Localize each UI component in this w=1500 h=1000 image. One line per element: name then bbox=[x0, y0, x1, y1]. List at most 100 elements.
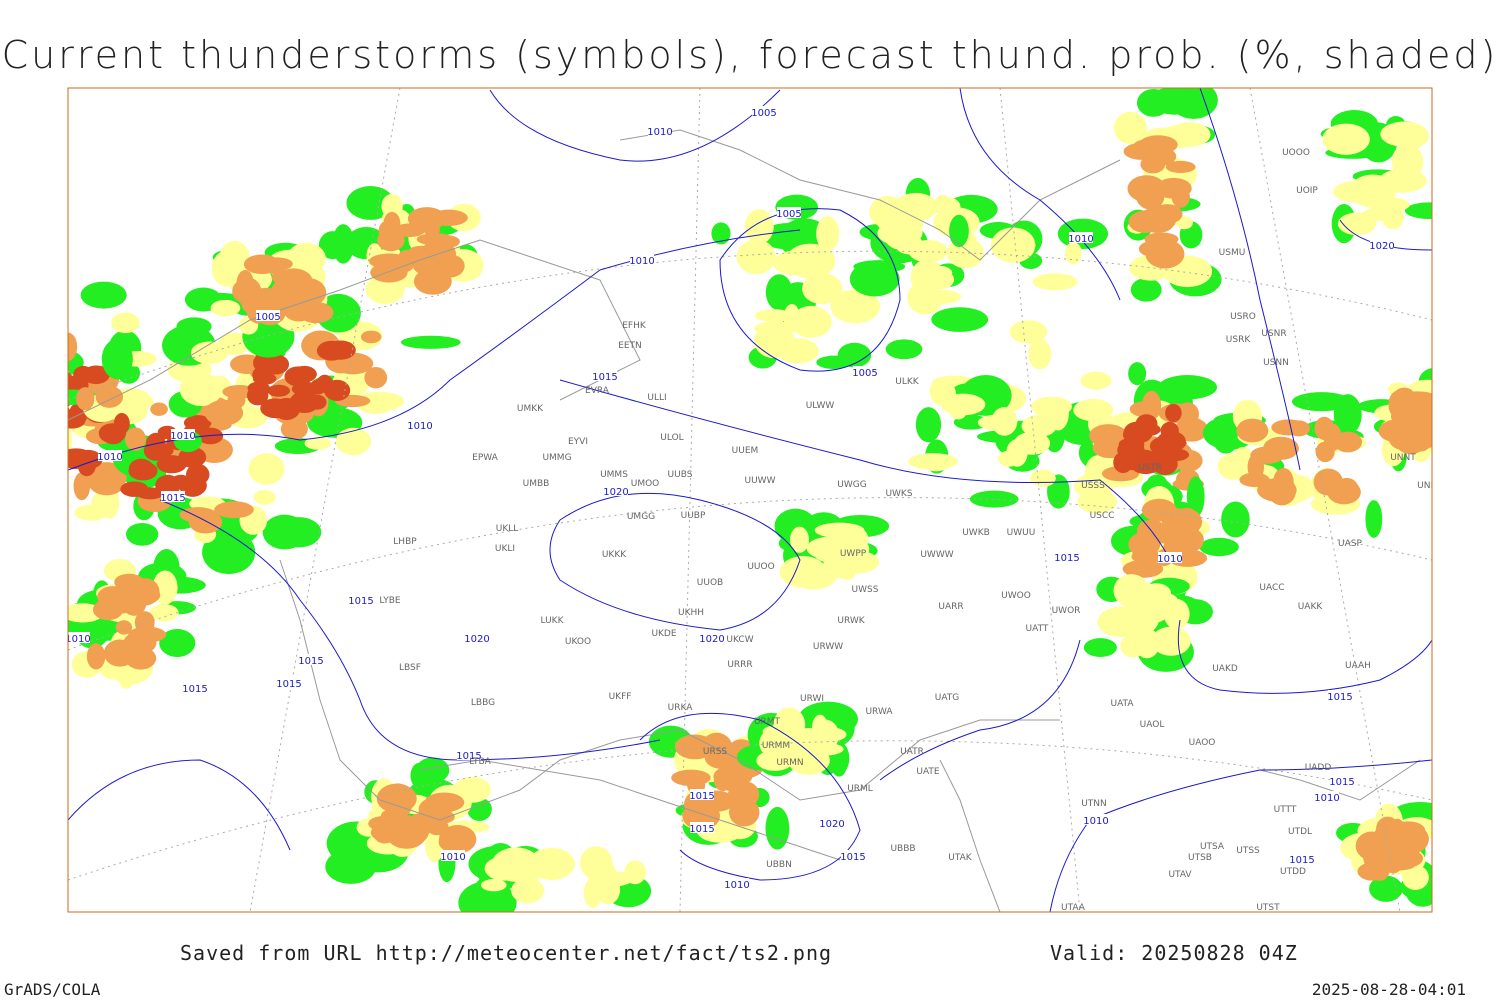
shade-cell bbox=[713, 768, 733, 792]
shade-cell bbox=[1158, 375, 1218, 400]
station-label: UKOO bbox=[565, 637, 591, 647]
station-label: LYBE bbox=[379, 596, 400, 606]
isobar-label-bg bbox=[349, 594, 373, 605]
station-label: LUKK bbox=[541, 616, 565, 626]
station-label: URWI bbox=[800, 694, 824, 704]
station-label: EFHK bbox=[622, 321, 647, 331]
station-label: EVRA bbox=[585, 386, 610, 396]
shade-cell bbox=[103, 431, 123, 445]
station-label: UMGG bbox=[627, 512, 655, 522]
isobar-label: 1015 bbox=[160, 493, 185, 504]
station-label: UMOO bbox=[631, 479, 660, 489]
shade-cell bbox=[1199, 537, 1239, 557]
isobar-label: 1010 bbox=[170, 431, 195, 442]
shade-cell bbox=[252, 366, 270, 383]
shade-cell bbox=[1291, 392, 1352, 412]
isobar-label-bg bbox=[256, 310, 280, 321]
station-label: UTAK bbox=[948, 853, 973, 863]
station-label: UKLI bbox=[495, 544, 515, 554]
shade-cell bbox=[1404, 202, 1432, 219]
shade-cell bbox=[268, 259, 286, 276]
station-label: URMM bbox=[762, 741, 790, 751]
isobar-label: 1010 bbox=[1157, 554, 1182, 565]
station-label: LBSF bbox=[399, 663, 421, 673]
station-label: UUEM bbox=[732, 446, 759, 456]
shade-cell bbox=[1383, 848, 1424, 869]
station-label: UMMS bbox=[600, 470, 628, 480]
shade-cell bbox=[1160, 421, 1179, 440]
station-label: USRO bbox=[1230, 312, 1256, 322]
shade-cell bbox=[1322, 123, 1370, 155]
shade-cell bbox=[802, 273, 843, 305]
shade-cell bbox=[675, 737, 713, 750]
shade-cell bbox=[6, 450, 39, 475]
shade-cell bbox=[368, 816, 399, 832]
map-area: 1005 1010 1005 1010 1005 1015 1005 1010 1010 1010… bbox=[6, 88, 1432, 912]
shade-cell bbox=[419, 808, 441, 823]
shade-cell bbox=[374, 828, 396, 844]
timestamp: 2025-08-28-04:01 bbox=[1312, 980, 1466, 999]
shade-cell bbox=[120, 481, 149, 497]
station-label: UAOO bbox=[1189, 738, 1216, 748]
station-label: UKLL bbox=[496, 524, 519, 534]
shade-cell bbox=[1159, 443, 1181, 465]
shade-cell bbox=[1126, 451, 1148, 471]
isobar-label: 1010 bbox=[407, 421, 432, 432]
station-label: URWW bbox=[813, 642, 843, 652]
station-label: UATT bbox=[1026, 624, 1049, 634]
station-label: UMBB bbox=[523, 479, 550, 489]
shade-cell bbox=[68, 411, 87, 425]
shade-cell bbox=[480, 879, 507, 892]
shade-cell bbox=[346, 186, 395, 220]
shade-cell bbox=[1122, 559, 1164, 578]
station-label: UNNT bbox=[1390, 453, 1416, 463]
shade-cell bbox=[1021, 414, 1057, 438]
station-label: UAKD bbox=[1212, 664, 1238, 674]
station-label: UTNN bbox=[1081, 799, 1107, 809]
shade-cell bbox=[77, 454, 96, 477]
shade-cell bbox=[34, 365, 55, 387]
station-label: USRK bbox=[1226, 335, 1252, 345]
shade-cell bbox=[123, 631, 157, 655]
shade-cell bbox=[438, 825, 477, 854]
station-label: URKA bbox=[668, 703, 694, 713]
isobar-label-bg bbox=[1158, 552, 1182, 563]
shade-cell bbox=[1394, 397, 1419, 428]
shade-cell bbox=[811, 714, 828, 742]
isobar-label: 1020 bbox=[1369, 241, 1394, 252]
shade-cell bbox=[923, 456, 950, 472]
shade-cell bbox=[1135, 586, 1173, 623]
shade-cell bbox=[1132, 140, 1153, 158]
shade-cell bbox=[415, 757, 450, 783]
station-label: UWOO bbox=[1001, 591, 1031, 601]
shade-cell bbox=[816, 216, 840, 251]
shade-cell bbox=[125, 522, 159, 546]
isobar-label-bg bbox=[853, 366, 877, 377]
shade-cell bbox=[527, 847, 575, 881]
shade-cell bbox=[38, 370, 58, 389]
shade-cell bbox=[949, 214, 969, 248]
shade-cell bbox=[1186, 476, 1205, 518]
shade-cell bbox=[1355, 831, 1388, 861]
shade-cell bbox=[583, 878, 602, 908]
shade-cell bbox=[915, 407, 942, 443]
station-label: UWKB bbox=[962, 528, 990, 538]
shade-cell bbox=[150, 402, 168, 416]
station-label: LBBG bbox=[471, 698, 495, 708]
shade-cell bbox=[190, 341, 228, 365]
isobar-label-bg bbox=[593, 370, 617, 381]
shade-cell bbox=[156, 455, 187, 474]
isobar-label: 1005 bbox=[852, 368, 877, 379]
shade-cell bbox=[1390, 821, 1426, 840]
shade-cell bbox=[111, 312, 140, 334]
coastlines bbox=[68, 129, 1421, 912]
shade-cell bbox=[246, 385, 269, 406]
shade-cell bbox=[40, 434, 60, 449]
isobar-label: 1010 bbox=[629, 256, 654, 267]
shade-cell bbox=[40, 428, 60, 445]
shade-cell bbox=[1138, 541, 1159, 555]
shade-cell bbox=[149, 604, 179, 622]
station-label: UASP bbox=[1338, 539, 1362, 549]
shade-cell bbox=[241, 292, 266, 315]
